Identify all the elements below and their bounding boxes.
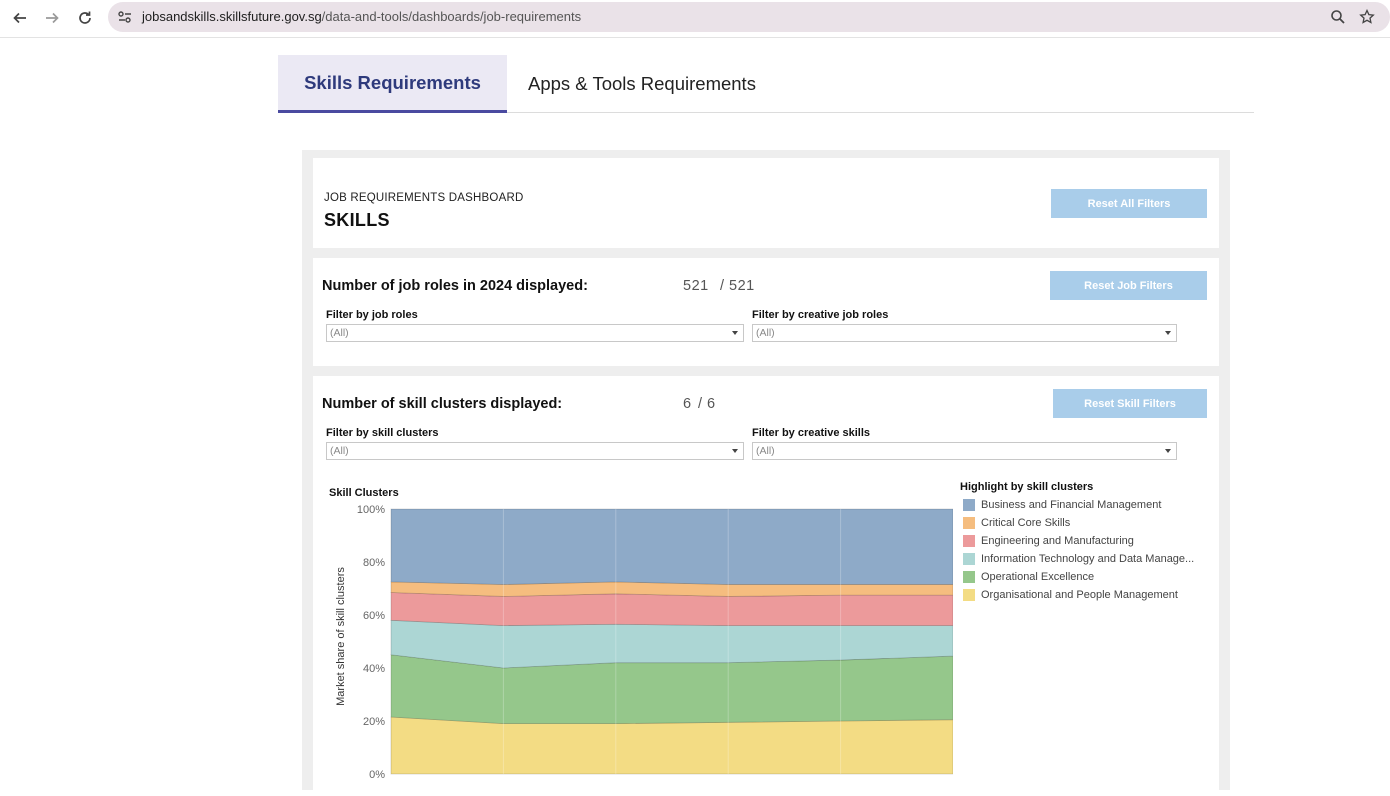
skill-clusters-area-chart: 0% 20% 40% 60% 80% 100% Market share of skill … bbox=[335, 504, 953, 781]
zoom-icon[interactable] bbox=[1328, 7, 1348, 27]
filter-creative-job-roles-label: Filter by creative job roles bbox=[752, 309, 889, 321]
legend-item[interactable]: Operational Excellence bbox=[963, 570, 1094, 584]
filter-job-roles-label: Filter by job roles bbox=[326, 309, 418, 321]
forward-arrow-icon[interactable] bbox=[40, 7, 64, 29]
filter-skill-clusters-select[interactable]: (All) bbox=[326, 442, 744, 460]
filter-job-roles-select[interactable]: (All) bbox=[326, 324, 744, 342]
job-roles-card: Number of job roles in 2024 displayed: 5… bbox=[313, 258, 1219, 366]
filter-creative-job-roles-select[interactable]: (All) bbox=[752, 324, 1177, 342]
site-info-icon[interactable] bbox=[116, 8, 134, 26]
url-domain: jobsandskills.skillsfuture.gov.sg bbox=[142, 9, 322, 24]
url-text: jobsandskills.skillsfuture.gov.sg/data-a… bbox=[142, 9, 581, 24]
filter-skill-clusters-value: (All) bbox=[330, 445, 349, 457]
area-series bbox=[390, 716, 953, 775]
chevron-down-icon bbox=[732, 331, 738, 335]
area-series bbox=[390, 592, 953, 627]
legend-label: Critical Core Skills bbox=[981, 517, 1071, 529]
chevron-down-icon bbox=[1165, 331, 1171, 335]
skill-clusters-card: Number of skill clusters displayed: 6 / … bbox=[313, 376, 1219, 796]
y-axis-title: Market share of skill clusters bbox=[335, 567, 347, 706]
legend-swatch bbox=[963, 571, 975, 583]
legend-swatch bbox=[963, 553, 975, 565]
y-tick-label: 100% bbox=[357, 504, 385, 516]
bookmark-star-icon[interactable] bbox=[1357, 7, 1377, 27]
dashboard-container: JOB REQUIREMENTS DASHBOARD SKILLS Reset … bbox=[302, 150, 1230, 796]
legend-swatch bbox=[963, 517, 975, 529]
legend-swatch bbox=[963, 589, 975, 601]
legend-item[interactable]: Information Technology and Data Manage..… bbox=[963, 552, 1194, 566]
y-tick-label: 60% bbox=[363, 610, 385, 622]
browser-toolbar: jobsandskills.skillsfuture.gov.sg/data-a… bbox=[0, 0, 1390, 38]
legend-swatch bbox=[963, 535, 975, 547]
y-tick-label: 20% bbox=[363, 716, 385, 728]
job-roles-count-label: Number of job roles in 2024 displayed: bbox=[322, 278, 588, 294]
legend-label: Engineering and Manufacturing bbox=[981, 535, 1134, 547]
reset-all-filters-button[interactable]: Reset All Filters bbox=[1051, 189, 1207, 218]
legend-title: Highlight by skill clusters bbox=[960, 481, 1094, 493]
chevron-down-icon bbox=[1165, 449, 1171, 453]
skill-clusters-count-label: Number of skill clusters displayed: bbox=[322, 396, 563, 412]
reload-icon[interactable] bbox=[73, 7, 97, 29]
filter-creative-job-roles-value: (All) bbox=[756, 327, 775, 339]
job-roles-count: 521 bbox=[683, 278, 709, 294]
page-title: SKILLS bbox=[324, 210, 390, 230]
legend-label: Business and Financial Management bbox=[981, 499, 1162, 511]
header-card: JOB REQUIREMENTS DASHBOARD SKILLS Reset … bbox=[313, 158, 1219, 248]
filter-creative-skills-select[interactable]: (All) bbox=[752, 442, 1177, 460]
legend-label: Information Technology and Data Manage..… bbox=[981, 553, 1195, 565]
tab-apps-tools-requirements[interactable]: Apps & Tools Requirements bbox=[528, 73, 756, 94]
legend-item[interactable]: Business and Financial Management bbox=[963, 498, 1161, 512]
reset-job-filters-button[interactable]: Reset Job Filters bbox=[1050, 271, 1207, 300]
job-roles-total: / 521 bbox=[720, 278, 755, 294]
y-tick-label: 80% bbox=[363, 557, 385, 569]
chevron-down-icon bbox=[732, 449, 738, 453]
filter-job-roles-value: (All) bbox=[330, 327, 349, 339]
legend-item[interactable]: Engineering and Manufacturing bbox=[963, 534, 1134, 548]
skill-clusters-total: / 6 bbox=[698, 396, 716, 412]
legend-label: Operational Excellence bbox=[981, 571, 1095, 583]
legend-item[interactable]: Critical Core Skills bbox=[963, 516, 1070, 530]
dashboard-tabs: Skills Requirements Apps & Tools Require… bbox=[278, 55, 1254, 113]
legend-label: Organisational and People Management bbox=[981, 589, 1178, 601]
legend-item[interactable]: Organisational and People Management bbox=[963, 588, 1178, 602]
legend-swatch bbox=[963, 499, 975, 511]
y-tick-label: 0% bbox=[369, 769, 385, 781]
y-tick-label: 40% bbox=[363, 663, 385, 675]
area-series bbox=[390, 508, 953, 585]
tab-skills-requirements[interactable]: Skills Requirements bbox=[278, 55, 507, 113]
reset-skill-filters-button[interactable]: Reset Skill Filters bbox=[1053, 389, 1207, 418]
dashboard-eyebrow: JOB REQUIREMENTS DASHBOARD bbox=[324, 192, 524, 204]
filter-creative-skills-value: (All) bbox=[756, 445, 775, 457]
url-path: /data-and-tools/dashboards/job-requireme… bbox=[321, 9, 582, 24]
filter-skill-clusters-label: Filter by skill clusters bbox=[326, 427, 439, 439]
legend: Business and Financial Management Critica… bbox=[963, 498, 1213, 608]
skill-clusters-count: 6 bbox=[683, 396, 692, 412]
filter-creative-skills-label: Filter by creative skills bbox=[752, 427, 871, 439]
address-bar[interactable]: jobsandskills.skillsfuture.gov.sg/data-a… bbox=[108, 2, 1390, 32]
back-arrow-icon[interactable] bbox=[8, 7, 32, 29]
chart-title: Skill Clusters bbox=[329, 487, 399, 499]
